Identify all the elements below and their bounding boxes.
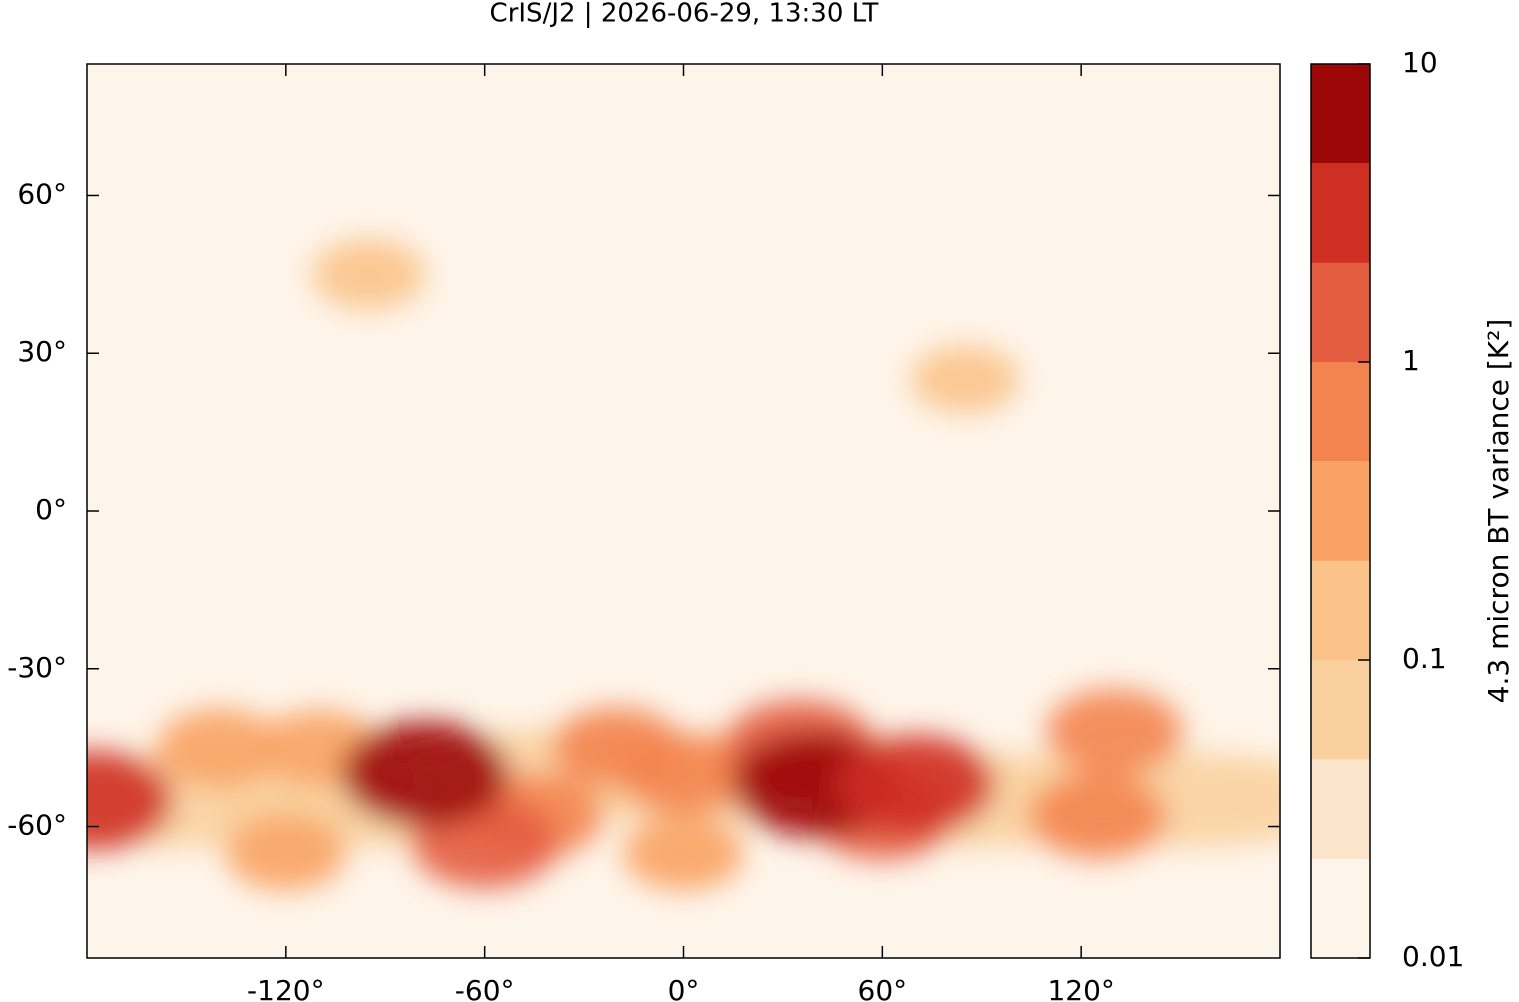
field-cell bbox=[156, 708, 283, 787]
colorbar-segment bbox=[1311, 262, 1370, 362]
x-tick-label: -60° bbox=[455, 974, 515, 1002]
field-cell bbox=[1029, 773, 1167, 859]
y-tick-label: 30° bbox=[17, 335, 67, 368]
field-cell bbox=[623, 815, 744, 891]
x-tick-label: -120° bbox=[247, 974, 325, 1002]
colorbar-segment bbox=[1311, 759, 1370, 859]
y-tick-label: -60° bbox=[7, 809, 67, 842]
y-tick-label: 60° bbox=[17, 177, 67, 210]
colorbar-segment bbox=[1311, 64, 1370, 164]
field-cell bbox=[341, 721, 509, 827]
x-tick-label: 120° bbox=[1047, 974, 1114, 1002]
chart-title: CrIS/J2 | 2026-06-29, 13:30 LT bbox=[490, 0, 879, 29]
colorbar-label: 4.3 micron BT variance [K²] bbox=[1482, 319, 1515, 704]
field-cell bbox=[1045, 689, 1183, 775]
x-tick-label: 0° bbox=[668, 974, 700, 1002]
colorbar-segment bbox=[1311, 560, 1370, 660]
colorbar-tick-label: 10 bbox=[1402, 46, 1438, 79]
colorbar-frame bbox=[1310, 63, 1371, 959]
colorbar-segment bbox=[1311, 163, 1370, 263]
field-cell bbox=[87, 750, 174, 850]
colorbar-segment bbox=[1311, 858, 1370, 958]
colorbar-tick-label: 0.1 bbox=[1402, 642, 1447, 675]
colorbar-segment bbox=[1311, 362, 1370, 462]
field bbox=[87, 238, 1280, 891]
field-cell bbox=[311, 238, 426, 310]
field-cell bbox=[835, 734, 996, 835]
colorbar-tick-label: 0.01 bbox=[1402, 940, 1464, 973]
colorbar-segment bbox=[1311, 461, 1370, 561]
field-cell bbox=[225, 815, 347, 891]
y-tick-label: 0° bbox=[35, 493, 67, 526]
colorbar: 0.01 0.1 1 10 bbox=[1310, 46, 1464, 973]
colorbar-segment bbox=[1311, 660, 1370, 760]
y-tick-label: -30° bbox=[7, 651, 67, 684]
colorbar-tick-label: 1 bbox=[1402, 344, 1420, 377]
x-tick-label: 60° bbox=[858, 974, 908, 1002]
plot-area bbox=[87, 64, 1280, 958]
field-cell bbox=[910, 345, 1020, 414]
field-cell bbox=[618, 733, 749, 815]
